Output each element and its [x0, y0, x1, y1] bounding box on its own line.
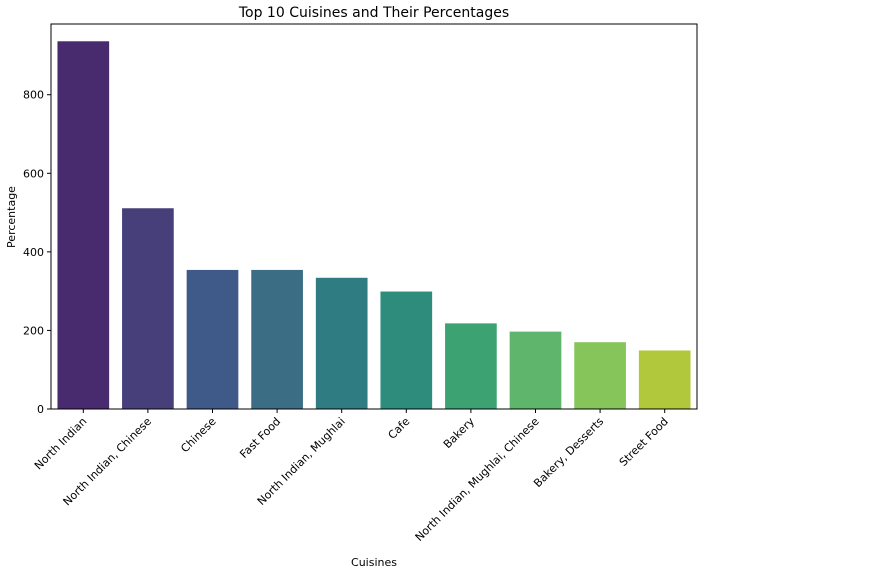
- y-tick-label: 400: [23, 246, 44, 259]
- y-tick-label: 600: [23, 167, 44, 180]
- x-tick-label: North Indian, Mughlai, Chinese: [413, 415, 542, 544]
- bar-5: [380, 291, 433, 409]
- y-axis-label: Percentage: [5, 186, 18, 248]
- bar-4: [315, 277, 368, 409]
- x-tick-label: Bakery: [441, 415, 477, 451]
- bar-7: [509, 331, 562, 409]
- y-tick-label: 200: [23, 324, 44, 337]
- x-tick-label: North Indian: [32, 415, 89, 472]
- x-tick-label: Fast Food: [237, 415, 283, 461]
- bar-8: [574, 342, 626, 409]
- chart-title: Top 10 Cuisines and Their Percentages: [238, 5, 509, 21]
- y-ticks-group: 0 200 400 600 800: [23, 89, 51, 416]
- x-tick-label: Cafe: [386, 415, 413, 442]
- x-axis-label: Cuisines: [351, 556, 397, 569]
- bar-0: [57, 41, 110, 409]
- bar-1: [122, 208, 174, 409]
- bar-9: [638, 350, 691, 409]
- x-tick-label: Street Food: [617, 415, 671, 469]
- x-tick-label: Bakery, Desserts: [531, 415, 606, 490]
- bar-3: [251, 269, 303, 409]
- y-tick-label: 0: [37, 403, 44, 416]
- bar-2: [186, 269, 239, 409]
- x-tick-label: Chinese: [178, 415, 218, 455]
- bars-group: [57, 41, 691, 409]
- bar-6: [445, 323, 497, 409]
- plot-frame: [50, 23, 698, 410]
- y-tick-label: 800: [23, 89, 44, 102]
